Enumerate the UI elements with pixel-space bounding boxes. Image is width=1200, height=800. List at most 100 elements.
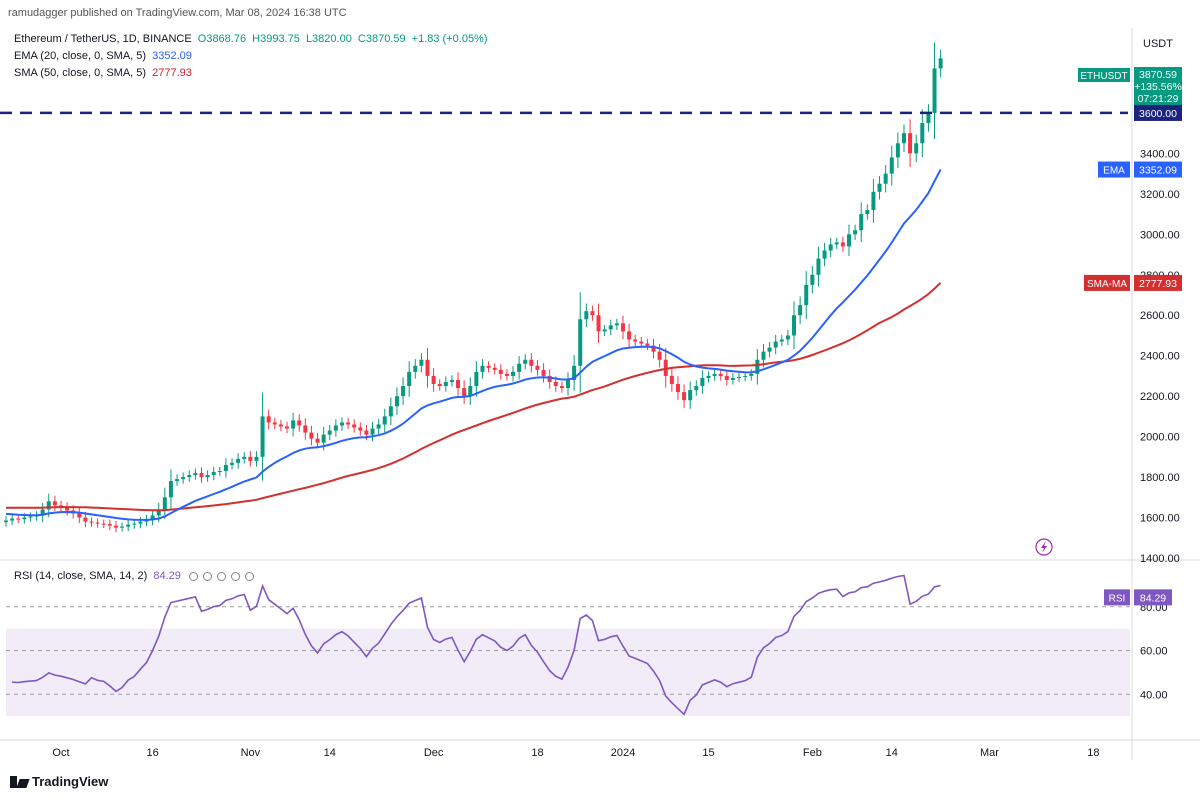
published-caption: ramudagger published on TradingView.com,… (8, 7, 347, 19)
candle-body (65, 507, 70, 511)
candle-body (596, 315, 601, 332)
rsi-tag-label-box (1104, 589, 1130, 606)
candle-body (822, 250, 827, 259)
candle-body (230, 462, 235, 465)
time-tick-label: 14 (324, 747, 336, 759)
candle-body (382, 416, 387, 425)
time-tick-label: Mar (980, 747, 999, 759)
sma-tag-label: SMA-MA (1087, 279, 1127, 290)
candle-body (828, 244, 833, 251)
candle-body (388, 406, 393, 417)
rsi-setting-icon[interactable] (230, 571, 240, 581)
time-tick-label: Feb (803, 747, 822, 759)
price-tick-label: 1600.00 (1140, 513, 1180, 525)
price-tag-value: 3870.59 (1139, 69, 1177, 81)
candle-body (193, 473, 198, 476)
rsi-setting-icon[interactable] (202, 571, 212, 581)
candle-body (339, 422, 344, 426)
candle-body (236, 458, 241, 463)
candle-body (761, 351, 766, 360)
sma-value: 2777.93 (152, 67, 192, 79)
rsi-setting-icon[interactable] (216, 571, 226, 581)
close-value: C3870.59 (357, 33, 406, 45)
candle-body (486, 365, 491, 368)
candle-body (278, 424, 283, 427)
candle-body (730, 377, 735, 380)
candle-body (309, 432, 314, 439)
candle-body (865, 210, 870, 215)
candle-body (572, 365, 577, 380)
candle-body (413, 365, 418, 372)
rsi-line (12, 574, 941, 716)
candle-body (321, 434, 326, 443)
candle-body (437, 384, 442, 387)
candle-body (126, 524, 131, 527)
candle-body (688, 390, 693, 401)
candle-body (150, 515, 155, 520)
symbol-tag (1078, 68, 1130, 82)
candle-body (358, 427, 363, 431)
candle-body (529, 359, 534, 366)
candle-body (394, 396, 399, 407)
rsi-setting-icon[interactable] (244, 571, 254, 581)
candle-body (657, 351, 662, 360)
lightning-icon (1035, 538, 1053, 556)
candle-body (168, 481, 173, 498)
candle-body (926, 112, 931, 124)
candle-body (407, 371, 412, 387)
sma-label: SMA (50, close, 0, SMA, 5) (14, 67, 147, 79)
sma-tag-value: 2777.93 (1139, 278, 1177, 290)
candle-body (834, 242, 839, 245)
candle-body (217, 471, 222, 473)
rsi-info-line: RSI (14, close, SMA, 14, 2) 84.29 (14, 570, 257, 582)
candle-body (792, 315, 797, 336)
candle-body (816, 258, 821, 275)
candle-body (663, 359, 668, 376)
price-tag-pct: +135.56% (1134, 81, 1182, 93)
candle-body (205, 475, 210, 478)
candle-body (627, 331, 632, 340)
time-tick-label: 18 (531, 747, 543, 759)
candle-body (614, 323, 619, 326)
time-tick-label: 15 (702, 747, 714, 759)
candle-body (10, 518, 15, 521)
sma-tag (1134, 274, 1182, 291)
candle-body (333, 425, 338, 431)
price-tick-label: 2600.00 (1140, 310, 1180, 322)
candle-body (584, 311, 589, 320)
candle-body (266, 416, 271, 423)
time-tick-label: 16 (146, 747, 158, 759)
high-value: H3993.75 (252, 33, 300, 45)
symbol-tag-label: ETHUSDT (1080, 71, 1127, 82)
price-tick-label: 3200.00 (1140, 189, 1180, 201)
candle-body (883, 173, 888, 184)
rsi-tag-label: RSI (1109, 593, 1126, 604)
candle-body (187, 475, 192, 478)
tradingview-logo: TradingView (10, 774, 108, 789)
time-tick-label: Oct (52, 747, 69, 759)
rsi-setting-icon[interactable] (188, 571, 198, 581)
sma-tag-label-box (1084, 274, 1130, 291)
candle-body (346, 422, 351, 425)
candle-body (211, 472, 216, 476)
time-tick-label: Dec (424, 747, 444, 759)
candle-body (810, 274, 815, 285)
candle-body (620, 323, 625, 332)
price-tag-timer: 07:21:29 (1138, 93, 1179, 105)
time-tick-label: 14 (886, 747, 898, 759)
candle-body (724, 375, 729, 380)
price-tick-label: 1800.00 (1140, 472, 1180, 484)
candle-body (517, 363, 522, 372)
candle-body (315, 438, 320, 443)
candle-body (767, 347, 772, 352)
rsi-tag-value: 84.29 (1140, 592, 1166, 604)
ema-tag-label-box (1098, 161, 1130, 178)
ema-label: EMA (20, close, 0, SMA, 5) (14, 50, 147, 62)
candle-body (132, 523, 137, 525)
price-tag (1134, 67, 1182, 107)
level-tag (1134, 104, 1182, 121)
candle-body (120, 526, 125, 528)
candle-body (352, 424, 357, 428)
candle-body (511, 371, 516, 376)
